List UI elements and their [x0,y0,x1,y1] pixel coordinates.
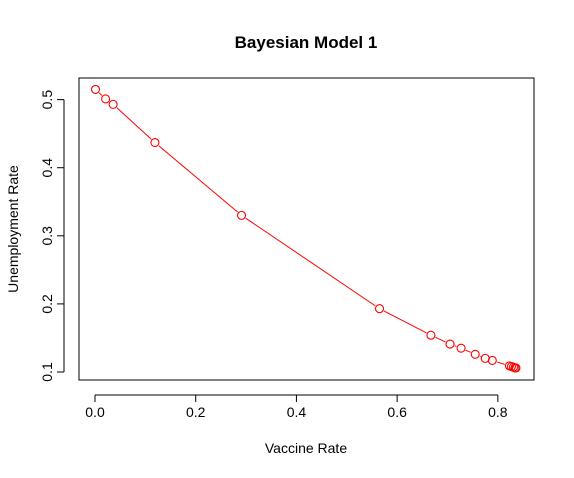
series-line-segment [435,337,445,342]
series-line-segment [466,350,471,352]
y-tick-label: 0.2 [39,294,55,314]
plot-frame [79,78,534,380]
data-point [376,305,384,313]
series-line-segment [99,93,102,96]
chart-title: Bayesian Model 1 [235,33,378,52]
data-point [102,95,110,103]
x-tick-label: 0.8 [488,404,508,420]
data-point [446,340,454,348]
data-point [238,211,246,219]
y-tick-label: 0.3 [39,226,55,246]
x-tick-label: 0.2 [186,404,206,420]
data-point [92,85,100,93]
y-axis-label: Unemployment Rate [5,165,21,293]
data-point [151,139,159,147]
x-tick-label: 0.4 [287,404,307,420]
data-point [427,331,435,339]
data-point [488,356,496,364]
x-tick-label: 0.0 [85,404,105,420]
y-axis: 0.1 0.2 0.3 0.4 0.5 [39,90,64,382]
series-line-segment [117,108,151,139]
series-line-segment [159,146,238,212]
y-tick-label: 0.5 [39,90,55,110]
series-line-segment [455,346,457,347]
data-point [457,344,465,352]
x-tick-label: 0.6 [387,404,407,420]
data-point [471,350,479,358]
x-axis-label: Vaccine Rate [265,440,347,456]
series-line-segment [246,218,376,306]
series-layer [92,85,520,372]
x-axis: 0.0 0.2 0.4 0.6 0.8 [85,395,508,420]
series-line-segment [497,362,505,364]
y-tick-label: 0.4 [39,158,55,178]
y-tick-label: 0.1 [39,362,55,382]
series-line-segment [384,311,426,333]
data-point [109,100,117,108]
